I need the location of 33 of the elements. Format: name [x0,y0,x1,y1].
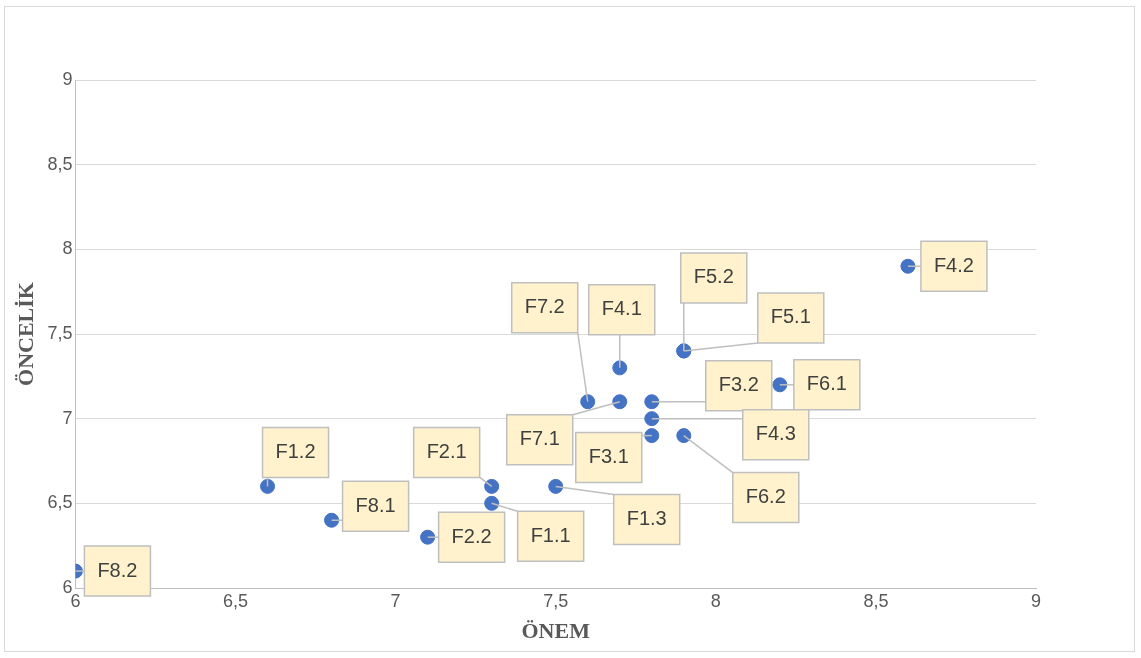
x-tick-label: 7,5 [543,590,569,611]
y-tick-label: 7 [62,407,73,428]
y-tick-label: 8 [62,238,73,259]
annotation: F1.2 [275,439,316,462]
annotation: F7.1 [519,427,560,450]
annotation: F4.3 [755,422,796,445]
annotation: F4.2 [933,253,974,276]
x-tick-label: 6,5 [223,590,249,611]
annotation: F7.2 [524,295,565,318]
x-tick-label: 9 [1030,590,1042,611]
annotation: F6.2 [745,485,786,508]
x-axis-title: ÖNEM [521,618,591,644]
y-tick-label: 6,5 [47,492,73,513]
annotation: F5.1 [770,305,811,328]
annotation: F5.2 [693,265,734,288]
y-axis-title: ÖNCELİK [12,282,38,386]
annotation: F1.3 [626,506,667,529]
y-tick-label: 6 [62,576,73,597]
y-tick-label: 7,5 [47,322,73,343]
annotation: F8.2 [97,558,138,581]
x-tick-label: 8,5 [863,590,889,611]
annotation: F1.1 [530,523,571,546]
y-tick-label: 8,5 [47,153,73,174]
y-tick-label: 9 [62,68,73,89]
annotation: F2.2 [451,524,492,547]
annotation: F8.1 [355,493,396,516]
annotation: F3.2 [718,373,759,396]
x-tick-label: 8 [710,590,721,611]
annotation: F4.1 [601,297,642,320]
annotation: F6.1 [806,372,847,395]
annotation: F3.1 [588,445,629,468]
annotation: F2.1 [426,439,467,462]
x-tick-label: 7 [390,590,401,611]
